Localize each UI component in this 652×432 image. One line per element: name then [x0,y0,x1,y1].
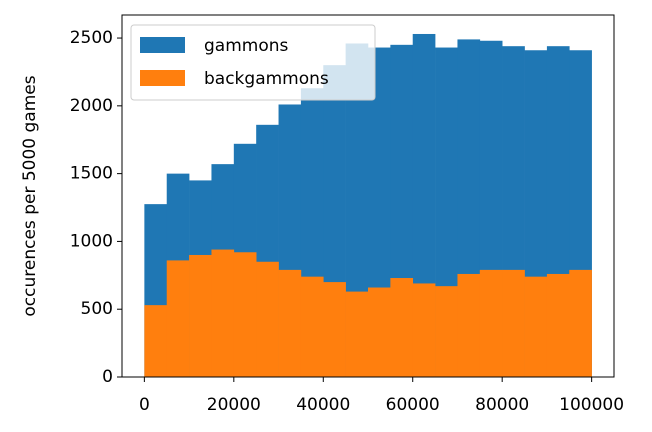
y-tick-label: 500 [81,299,113,319]
y-tick-label: 0 [102,367,113,387]
bar [479,269,503,377]
y-axis-label: occurences per 5000 games [20,75,40,316]
bar [256,261,279,377]
bar [233,252,257,377]
bar [457,273,481,377]
bar [569,269,592,377]
bar [502,269,525,377]
bar [323,282,346,377]
x-tick-label: 20000 [207,395,261,415]
bar [211,249,235,377]
x-tick-label: 60000 [386,395,440,415]
bar [524,276,548,377]
legend-box [130,24,376,101]
bar [166,260,190,377]
bar [144,305,168,377]
y-tick-label: 1000 [70,231,113,251]
y-tick-label: 1500 [70,164,113,184]
bar [390,278,414,377]
bar [189,254,212,377]
bar [435,286,458,377]
axes-frame [121,14,615,378]
legend-swatch [140,37,185,53]
bar [546,273,570,377]
y-tick-label: 2000 [70,96,113,116]
bar [412,283,436,377]
x-tick-label: 40000 [296,395,350,415]
x-tick-label: 100000 [559,395,624,415]
y-tick-label: 2500 [70,28,113,48]
bar [300,276,324,377]
x-tick-label: 80000 [475,395,529,415]
bar [368,287,391,377]
bar [345,291,369,377]
legend-label: gammons [204,36,289,56]
bar [278,269,302,377]
legend-swatch [140,70,185,86]
x-tick-label: 0 [139,395,150,415]
legend-label: backgammons [204,69,329,89]
